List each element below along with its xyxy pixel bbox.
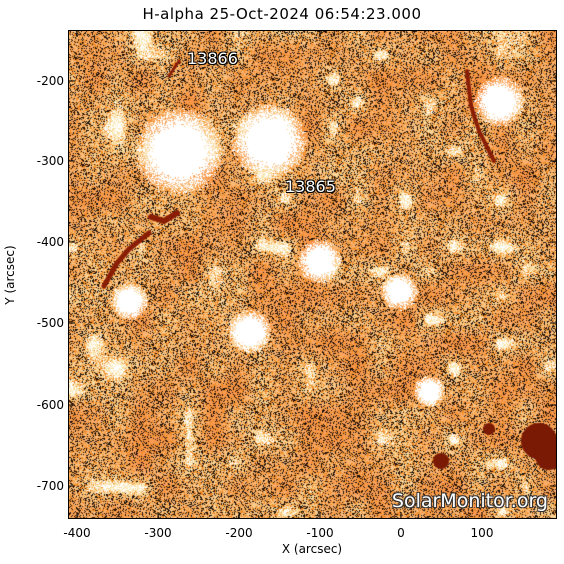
solarmonitor-watermark: SolarMonitor.org (391, 490, 548, 512)
y-tick-label: -400 (37, 235, 64, 249)
y-tick-label: -600 (37, 398, 64, 412)
x-tick-label: 0 (397, 526, 405, 540)
image-title: H-alpha 25-Oct-2024 06:54:23.000 (142, 5, 422, 23)
y-axis-label: Y (arcsec) (3, 245, 17, 305)
x-tick-label: -300 (144, 526, 171, 540)
x-axis-label: X (arcsec) (282, 542, 342, 556)
y-tick-label: -200 (37, 74, 64, 88)
y-tick-label: -700 (37, 479, 64, 493)
x-tick-label: -100 (306, 526, 333, 540)
y-tick-label: -500 (37, 316, 64, 330)
active-region-label-1: 13866 (187, 49, 238, 68)
active-region-label-2: 13865 (285, 177, 336, 196)
x-tick-label: -200 (225, 526, 252, 540)
x-tick-label: -400 (63, 526, 90, 540)
halpha-solar-image (69, 31, 556, 518)
y-tick-label: -300 (37, 154, 64, 168)
x-tick-label: 100 (471, 526, 494, 540)
solar-image-panel: 13866 13865 (68, 30, 557, 519)
